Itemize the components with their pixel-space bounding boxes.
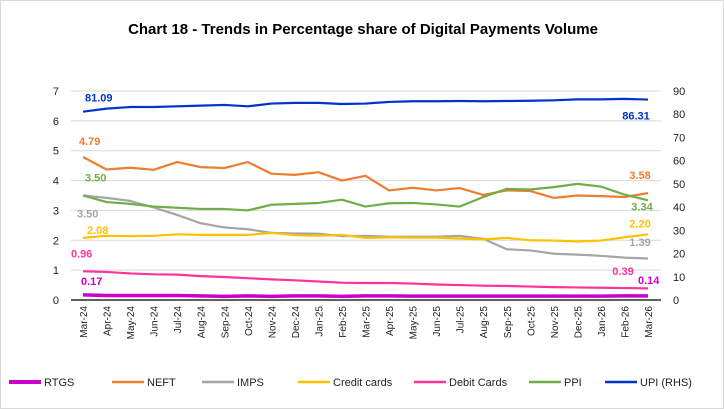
legend-label: RTGS [44, 377, 74, 389]
data-label-first: 3.50 [77, 209, 98, 221]
chart-title: Chart 18 - Trends in Percentage share of… [128, 21, 598, 38]
series-line-upi-rhs- [82, 97, 649, 113]
y-right-tick-label: 0 [673, 295, 679, 307]
data-label-last: 1.39 [629, 237, 650, 249]
x-tick-label: Mar-24 [79, 306, 90, 338]
data-label-first: 81.09 [85, 93, 113, 105]
data-label-first: 0.17 [81, 276, 102, 288]
y-right-tick-label: 80 [673, 109, 685, 121]
x-tick-label: Aug-25 [479, 306, 490, 339]
x-tick-label: Oct-25 [526, 306, 537, 336]
x-tick-label: Aug-24 [197, 306, 208, 339]
data-label-first: 4.79 [79, 136, 100, 148]
data-label-last: 3.34 [631, 201, 653, 213]
x-tick-label: Apr-25 [385, 306, 396, 336]
y-right-tick-label: 90 [673, 86, 685, 98]
data-label-last: 3.58 [629, 170, 650, 182]
x-tick-label: Jun-24 [150, 306, 161, 337]
legend-label: PPI [564, 377, 582, 389]
data-label-last: 0.39 [612, 266, 633, 278]
y-left-tick-label: 1 [53, 265, 59, 277]
y-left-tick-label: 2 [53, 235, 59, 247]
series-line-rtgs [82, 293, 648, 299]
data-label-last: 0.14 [638, 275, 660, 287]
x-tick-label: May-25 [409, 306, 420, 340]
x-tick-label: Oct-24 [244, 306, 255, 336]
data-label-last: 86.31 [622, 111, 650, 123]
y-left-tick-label: 3 [53, 205, 59, 217]
legend-label: IMPS [237, 377, 264, 389]
y-right-tick-label: 40 [673, 202, 685, 214]
x-tick-label: Dec-25 [573, 306, 584, 339]
series-line-debit-cards [82, 270, 649, 290]
y-right-tick-label: 30 [673, 225, 685, 237]
x-tick-label: Dec-24 [291, 306, 302, 339]
x-tick-label: Jan-25 [314, 306, 325, 337]
x-tick-label: Sep-24 [220, 306, 231, 339]
x-tick-label: Nov-24 [267, 306, 278, 339]
data-label-first: 0.96 [71, 248, 92, 260]
x-tick-label: Jan-26 [597, 306, 608, 337]
y-right-tick-label: 50 [673, 179, 685, 191]
data-label-last: 2.20 [629, 218, 650, 230]
x-tick-label: Jul-25 [456, 306, 467, 334]
legend-label: Credit cards [333, 377, 393, 389]
x-tick-label: Feb-25 [338, 306, 349, 338]
legend-label: UPI (RHS) [640, 377, 692, 389]
x-tick-label: Sep-25 [503, 306, 514, 339]
x-tick-label: Apr-24 [103, 306, 114, 336]
x-tick-label: May-24 [126, 306, 137, 340]
data-label-first: 3.50 [85, 173, 106, 185]
y-left-tick-label: 4 [53, 176, 59, 188]
y-right-tick-label: 60 [673, 156, 685, 168]
y-left-tick-label: 0 [53, 295, 59, 307]
x-tick-label: Mar-26 [644, 306, 655, 338]
legend-label: Debit Cards [449, 377, 508, 389]
y-right-tick-label: 20 [673, 249, 685, 261]
y-left-tick-label: 7 [53, 86, 59, 98]
x-tick-label: Mar-25 [362, 306, 373, 338]
x-tick-label: Jun-25 [432, 306, 443, 337]
y-left-tick-label: 5 [53, 146, 59, 158]
y-right-tick-label: 10 [673, 272, 685, 284]
x-tick-label: Nov-25 [550, 306, 561, 339]
x-tick-label: Feb-26 [620, 306, 631, 338]
series-line-neft [82, 156, 649, 199]
x-tick-label: Jul-24 [173, 306, 184, 334]
y-left-tick-label: 6 [53, 116, 59, 128]
y-right-tick-label: 70 [673, 132, 685, 144]
legend-label: NEFT [147, 377, 176, 389]
data-label-first: 2.08 [87, 225, 108, 237]
series-line-imps [82, 194, 649, 260]
